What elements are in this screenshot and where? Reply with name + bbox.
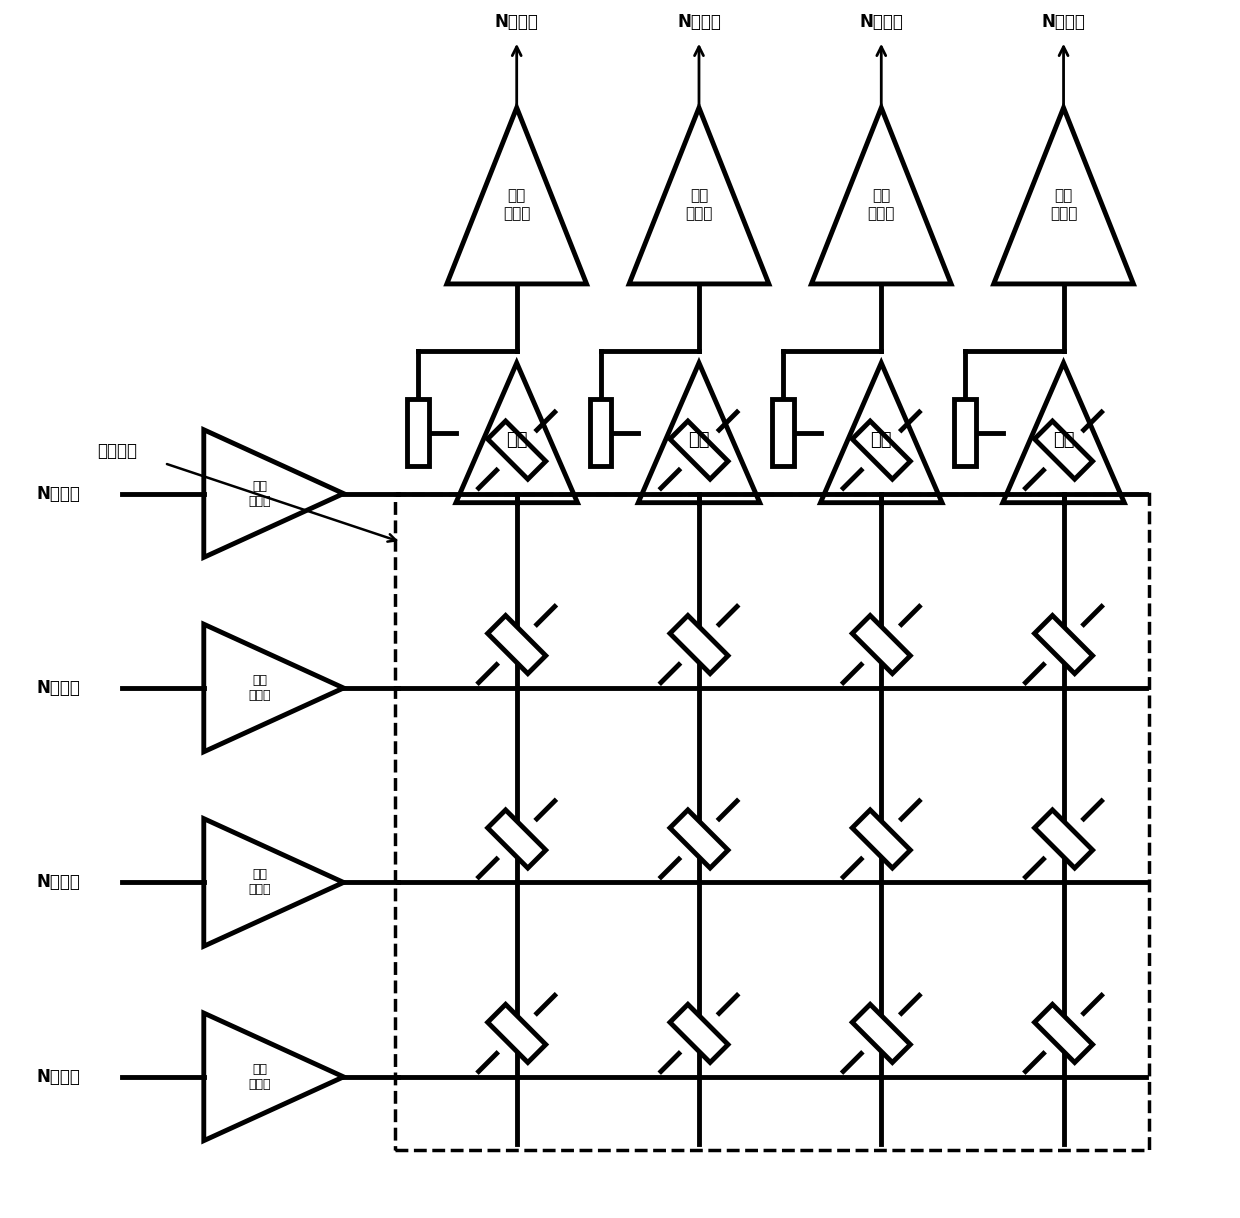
Text: 模数
转换器: 模数 转换器 (1050, 189, 1078, 220)
Polygon shape (852, 810, 910, 868)
Polygon shape (1034, 421, 1092, 479)
Text: N位输出: N位输出 (495, 13, 538, 32)
Polygon shape (1034, 615, 1092, 674)
Polygon shape (1034, 810, 1092, 868)
Polygon shape (670, 1005, 728, 1062)
Text: N位输出: N位输出 (1042, 13, 1085, 32)
Text: 突触阵列: 突触阵列 (98, 442, 138, 460)
Bar (955, 400, 976, 466)
Text: 运放: 运放 (1053, 431, 1074, 448)
Polygon shape (670, 810, 728, 868)
Text: 模数
转换器: 模数 转换器 (868, 189, 895, 220)
Text: N位输入: N位输入 (37, 873, 81, 892)
Polygon shape (852, 615, 910, 674)
Text: 运放: 运放 (870, 431, 892, 448)
Polygon shape (670, 421, 728, 479)
Text: 模数
转换器: 模数 转换器 (686, 189, 713, 220)
Bar (407, 400, 429, 466)
Polygon shape (487, 810, 546, 868)
Bar (589, 400, 611, 466)
Polygon shape (487, 421, 546, 479)
Text: 数模
转换器: 数模 转换器 (248, 868, 270, 896)
Text: 数模
转换器: 数模 转换器 (248, 480, 270, 508)
Text: N位输入: N位输入 (37, 1068, 81, 1086)
Text: N位输出: N位输出 (859, 13, 903, 32)
Text: 数模
转换器: 数模 转换器 (248, 674, 270, 702)
Polygon shape (852, 421, 910, 479)
Text: N位输出: N位输出 (677, 13, 720, 32)
Text: N位输入: N位输入 (37, 485, 81, 503)
Polygon shape (487, 615, 546, 674)
Text: 运放: 运放 (506, 431, 527, 448)
Polygon shape (670, 615, 728, 674)
Bar (773, 400, 794, 466)
Text: 运放: 运放 (688, 431, 709, 448)
Polygon shape (852, 1005, 910, 1062)
Text: N位输入: N位输入 (37, 678, 81, 697)
Text: 模数
转换器: 模数 转换器 (503, 189, 531, 220)
Polygon shape (487, 1005, 546, 1062)
Text: 数模
转换器: 数模 转换器 (248, 1063, 270, 1091)
Polygon shape (1034, 1005, 1092, 1062)
Bar (396, 493, 1148, 1150)
